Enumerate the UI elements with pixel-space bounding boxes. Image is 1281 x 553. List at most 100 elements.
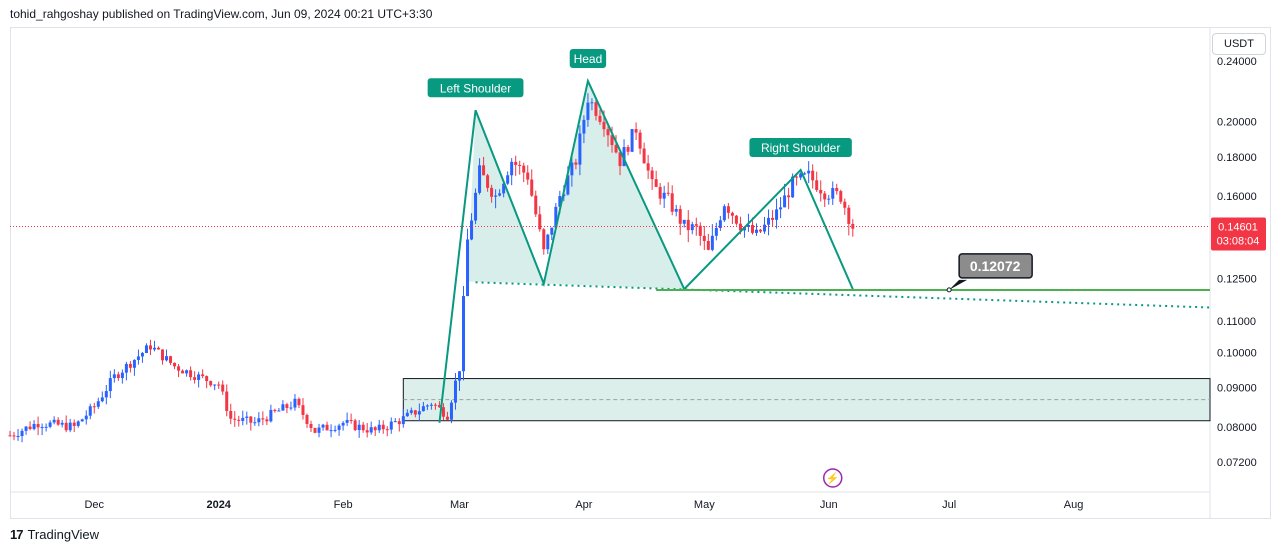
candle-up — [24, 426, 28, 431]
candle-up — [550, 227, 554, 235]
candle-down — [373, 427, 377, 431]
candle-down — [189, 370, 193, 378]
candle-up — [674, 208, 678, 212]
candle-down — [116, 374, 120, 379]
candle-up — [783, 195, 787, 208]
candle-up — [88, 406, 92, 416]
candle-down — [353, 420, 357, 431]
candle-down — [650, 170, 654, 180]
candle-up — [100, 397, 104, 402]
right-shoulder-label-text: Right Shoulder — [761, 141, 840, 155]
candle-up — [144, 345, 148, 353]
y-tick-label: 0.24000 — [1217, 56, 1257, 68]
candle-up — [714, 227, 718, 236]
x-tick-label: 2024 — [206, 499, 231, 511]
candle-down — [610, 135, 614, 146]
candle-up — [494, 195, 498, 197]
candle-up — [20, 430, 24, 437]
candle-up — [357, 424, 361, 431]
candle-down — [161, 349, 165, 361]
candle-up — [60, 422, 64, 425]
candle-up — [76, 421, 80, 426]
head-label-box[interactable] — [569, 49, 607, 69]
x-tick-label: Jul — [942, 499, 956, 511]
candle-down — [534, 195, 538, 215]
candle-up — [578, 133, 582, 165]
candle-down — [518, 164, 522, 166]
candle-down — [706, 240, 710, 250]
candle-down — [441, 407, 445, 417]
head-shoulders-pattern-line[interactable] — [438, 77, 854, 423]
candle-down — [638, 132, 642, 149]
candle-up — [281, 404, 285, 411]
candle-down — [614, 145, 618, 153]
candle-down — [72, 422, 76, 426]
candle-down — [698, 225, 702, 236]
y-tick-label: 0.10000 — [1217, 348, 1257, 360]
candle-down — [847, 207, 851, 224]
event-lightning-icon[interactable] — [822, 468, 843, 488]
left-shoulder-fill — [467, 110, 544, 284]
candle-down — [201, 374, 205, 377]
candle-down — [771, 217, 775, 220]
candle-down — [686, 219, 690, 231]
y-tick-label: 0.18000 — [1217, 152, 1257, 164]
candle-up — [377, 424, 381, 431]
candle-up — [478, 165, 482, 193]
candle-up — [245, 416, 249, 418]
candle-up — [746, 224, 750, 228]
candle-down — [530, 179, 534, 196]
candle-up — [570, 162, 574, 176]
candle-down — [365, 430, 369, 433]
x-tick-label: Apr — [575, 499, 592, 511]
candle-up — [108, 378, 112, 392]
candle-up — [44, 426, 48, 428]
x-tick-label: Feb — [334, 499, 353, 511]
candle-down — [734, 215, 738, 224]
candle-down — [634, 129, 638, 133]
candle-down — [795, 176, 799, 178]
x-tick-label: Mar — [450, 499, 469, 511]
candle-down — [181, 370, 185, 374]
candle-down — [626, 147, 630, 152]
candle-up — [807, 170, 811, 174]
candle-down — [618, 152, 622, 167]
candle-up — [754, 229, 758, 233]
candle-down — [128, 363, 132, 368]
candle-up — [341, 422, 345, 426]
candle-up — [462, 296, 466, 372]
y-tick-label: 0.07200 — [1217, 457, 1257, 469]
left-shoulder-label-text: Left Shoulder — [440, 81, 511, 95]
candle-down — [221, 384, 225, 392]
candle-down — [726, 206, 730, 213]
candle-up — [586, 102, 590, 120]
candle-up — [457, 371, 461, 381]
candle-up — [52, 419, 56, 423]
target-callout-box[interactable] — [958, 253, 1033, 279]
candle-up — [590, 102, 594, 104]
candle-down — [261, 418, 265, 420]
candle-down — [273, 409, 277, 412]
candle-up — [337, 425, 341, 430]
candle-up — [317, 427, 321, 433]
candle-up — [277, 410, 281, 412]
dotted-neckline[interactable] — [475, 281, 1211, 309]
footer-brand-text: TradingView — [27, 527, 100, 542]
candle-down — [823, 193, 827, 200]
currency-selector[interactable]: USDT — [1212, 33, 1266, 55]
candle-down — [835, 188, 839, 192]
right-shoulder-label-box[interactable] — [749, 138, 852, 158]
candle-up — [718, 220, 722, 228]
candle-down — [819, 190, 823, 194]
candle-up — [622, 147, 626, 167]
candle-down — [265, 419, 269, 422]
candle-down — [526, 172, 530, 180]
candle-down — [730, 212, 734, 216]
footer-branding: 17 TradingView — [10, 527, 99, 542]
candle-down — [381, 424, 385, 430]
candle-down — [12, 435, 16, 437]
candle-up — [566, 175, 570, 195]
left-shoulder-label-box[interactable] — [427, 78, 524, 98]
candle-down — [92, 406, 96, 408]
